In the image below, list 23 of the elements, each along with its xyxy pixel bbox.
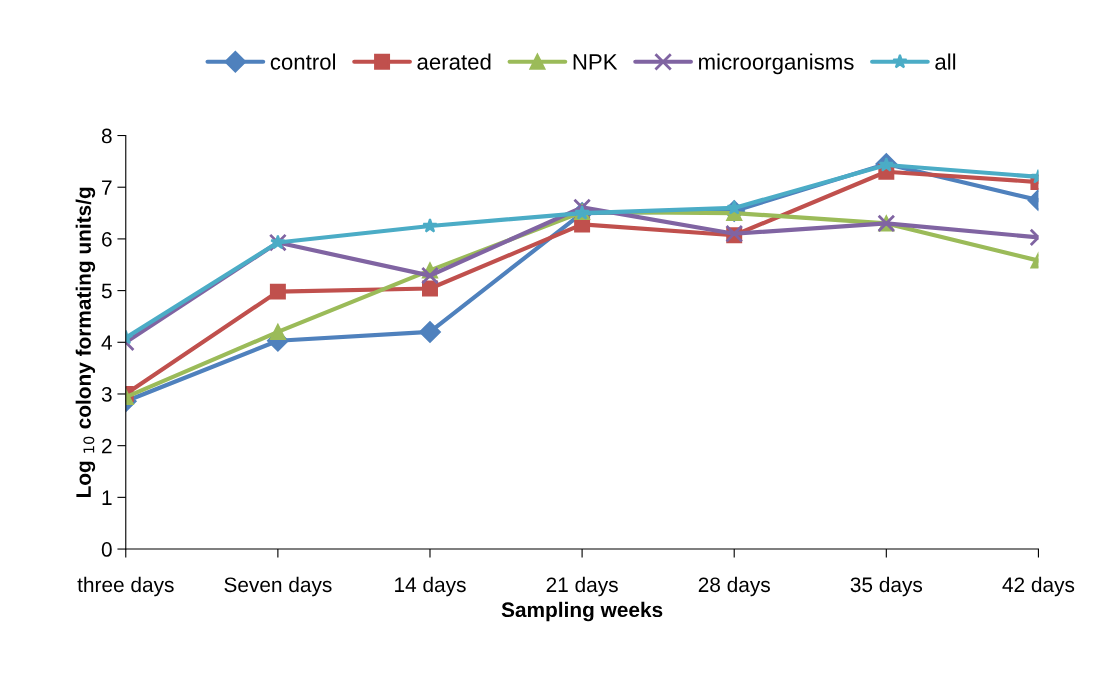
x-tick-label: 35 days: [850, 576, 923, 597]
legend-label: aerated: [417, 53, 491, 70]
y-tick-label: 5: [101, 283, 112, 299]
y-tick-label: 8: [101, 128, 112, 144]
x-tick-label: 14 days: [395, 576, 466, 597]
y-tick-label: 2: [102, 438, 112, 454]
x-tick-label: three days: [77, 576, 174, 597]
y-tick-label: 0: [101, 542, 112, 557]
y-axis-title: Log $_{10}$ colony formating units/g: [75, 187, 96, 498]
x-tick-label: Seven days: [224, 576, 332, 597]
y-tick-label: 4: [101, 335, 112, 350]
y-tick-label: 3: [101, 386, 112, 402]
x-axis-title: Sampling weeks: [501, 601, 663, 622]
legend-label: all: [935, 53, 956, 70]
legend-label: control: [270, 53, 336, 70]
y-tick-label: 1: [102, 490, 112, 505]
y-tick-label: 7: [102, 180, 112, 195]
legend-label: microorganisms: [699, 53, 854, 75]
x-tick-label: 21 days: [546, 576, 618, 597]
x-tick-label: 42 days: [1002, 576, 1075, 597]
legend-label: NPK: [573, 54, 618, 70]
x-tick-label: 28 days: [698, 576, 770, 597]
y-tick-label: 6: [102, 231, 112, 247]
